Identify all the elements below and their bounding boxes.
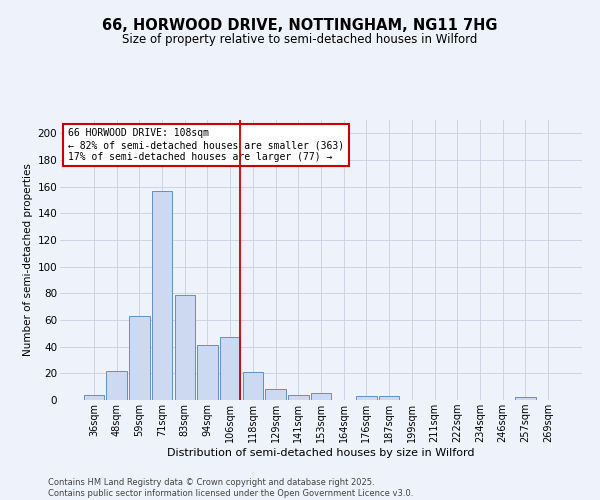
Bar: [220, 338, 241, 400]
Text: 66 HORWOOD DRIVE: 108sqm
← 82% of semi-detached houses are smaller (363)
17% of : 66 HORWOOD DRIVE: 108sqm ← 82% of semi-d…: [68, 128, 344, 162]
Bar: [175, 294, 195, 400]
Bar: [379, 396, 400, 400]
Bar: [242, 372, 263, 400]
Bar: [197, 346, 218, 400]
Bar: [106, 370, 127, 400]
Bar: [152, 190, 172, 400]
Y-axis label: Number of semi-detached properties: Number of semi-detached properties: [23, 164, 34, 356]
Bar: [129, 316, 149, 400]
Bar: [356, 396, 377, 400]
Text: Contains HM Land Registry data © Crown copyright and database right 2025.
Contai: Contains HM Land Registry data © Crown c…: [48, 478, 413, 498]
Bar: [311, 394, 331, 400]
Text: 66, HORWOOD DRIVE, NOTTINGHAM, NG11 7HG: 66, HORWOOD DRIVE, NOTTINGHAM, NG11 7HG: [102, 18, 498, 32]
Bar: [288, 394, 308, 400]
X-axis label: Distribution of semi-detached houses by size in Wilford: Distribution of semi-detached houses by …: [167, 448, 475, 458]
Bar: [84, 394, 104, 400]
Bar: [265, 390, 286, 400]
Text: Size of property relative to semi-detached houses in Wilford: Size of property relative to semi-detach…: [122, 32, 478, 46]
Bar: [515, 398, 536, 400]
